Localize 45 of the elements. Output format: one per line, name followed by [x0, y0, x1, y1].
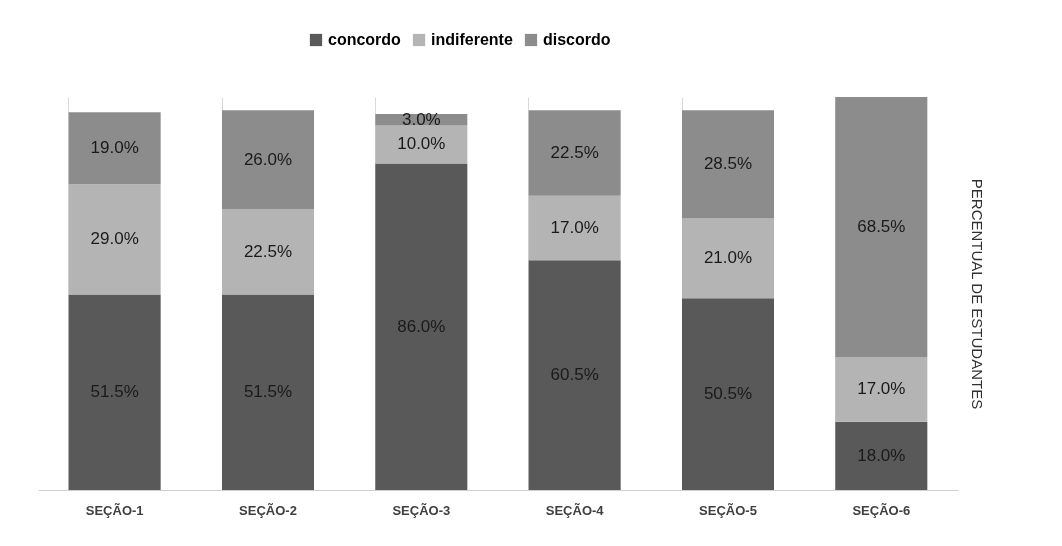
- data-label: 21.0%: [703, 248, 753, 268]
- data-label: 17.0%: [857, 379, 906, 399]
- x-tick-label: SEÇÃO-2: [239, 502, 297, 518]
- x-tick-label: SEÇÃO-6: [852, 502, 911, 518]
- data-label: 51.5%: [243, 382, 293, 402]
- data-label: 22.5%: [243, 241, 293, 261]
- bar: [835, 357, 928, 422]
- data-label: 86.0%: [397, 316, 446, 336]
- x-tick-label: SEÇÃO-3: [392, 502, 451, 518]
- data-label: 60.5%: [550, 365, 599, 385]
- bar: [528, 110, 621, 196]
- legend-label: concordo: [328, 31, 402, 48]
- bar: [222, 110, 314, 210]
- bar: [68, 184, 161, 295]
- bar: [222, 209, 314, 295]
- bar: [835, 97, 928, 358]
- y-axis-title: PERCENTUAL DE ESTUDANTES: [968, 178, 986, 410]
- data-label: 10.0%: [397, 134, 446, 154]
- data-label: 68.5%: [857, 217, 906, 237]
- bar: [682, 218, 774, 299]
- data-label: 18.0%: [857, 445, 906, 465]
- bar: [682, 110, 774, 219]
- bar: [528, 260, 621, 490]
- bar: [375, 163, 468, 490]
- data-label: 3.0%: [401, 109, 441, 129]
- x-tick-label: SEÇÃO-1: [85, 502, 144, 518]
- data-label: 17.0%: [550, 218, 599, 237]
- data-label: 28.5%: [703, 154, 753, 174]
- data-label: 26.0%: [243, 149, 293, 169]
- bar: [682, 298, 774, 490]
- data-label: 19.0%: [90, 138, 139, 158]
- bar: [375, 125, 468, 164]
- x-tick-label: SEÇÃO-4: [545, 502, 605, 518]
- bar: [528, 195, 621, 261]
- bar: [68, 112, 161, 185]
- x-tick-label: SEÇÃO-5: [699, 502, 757, 518]
- bar: [222, 294, 314, 490]
- bar: [835, 421, 928, 490]
- bar: [68, 294, 161, 490]
- legend-label: indiferente: [431, 31, 513, 48]
- legend-label: discordo: [543, 31, 611, 48]
- data-label: 22.5%: [550, 143, 599, 163]
- data-label: 29.0%: [90, 229, 139, 249]
- data-label: 51.5%: [90, 382, 139, 402]
- data-label: 50.5%: [703, 384, 753, 404]
